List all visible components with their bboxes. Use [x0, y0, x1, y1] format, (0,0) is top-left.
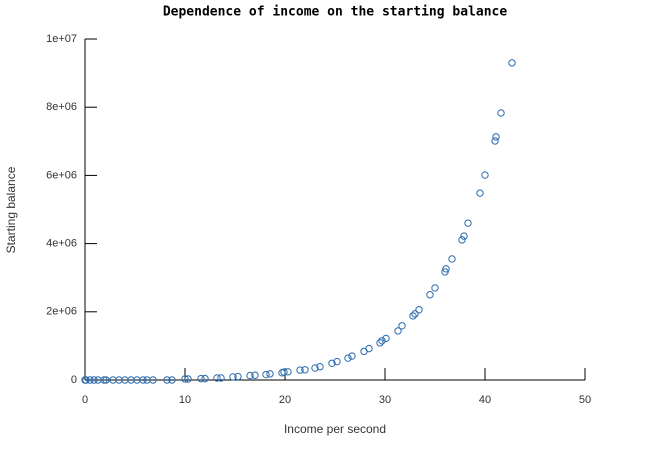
point	[296, 366, 304, 374]
point	[280, 368, 288, 376]
x-tick-label: 0	[82, 394, 88, 406]
point	[251, 371, 259, 379]
point	[441, 268, 449, 276]
point	[333, 357, 341, 366]
point	[217, 374, 225, 382]
point	[411, 310, 419, 318]
point	[184, 375, 192, 383]
point	[163, 376, 171, 384]
x-tick-label: 10	[179, 394, 191, 406]
point	[431, 284, 439, 292]
y-tick-label: 4e+06	[46, 238, 77, 250]
point	[460, 232, 468, 240]
point	[301, 366, 309, 374]
point	[246, 371, 254, 380]
point	[442, 265, 450, 273]
point	[378, 337, 386, 345]
point	[464, 219, 472, 227]
point	[266, 370, 274, 378]
point	[476, 189, 484, 197]
point	[102, 376, 110, 384]
point	[139, 376, 147, 384]
point	[197, 374, 205, 383]
point	[398, 322, 406, 330]
point	[409, 312, 417, 320]
point	[284, 368, 292, 376]
x-axis-label: Income per second	[284, 422, 386, 436]
point	[262, 370, 270, 379]
point	[415, 306, 423, 314]
y-tick-label: 0	[71, 374, 77, 386]
point	[458, 236, 466, 244]
y-tick-label: 1e+07	[46, 33, 77, 45]
point	[316, 363, 324, 371]
point	[100, 376, 108, 384]
y-tick-label: 6e+06	[46, 169, 77, 181]
point	[426, 291, 434, 299]
point	[328, 359, 336, 367]
x-tick-label: 30	[379, 394, 391, 406]
point	[90, 376, 98, 384]
point	[311, 364, 319, 372]
point	[448, 255, 456, 263]
point	[376, 339, 384, 347]
point	[149, 376, 157, 384]
y-tick-label: 8e+06	[46, 101, 77, 113]
chart-title: Dependence of income on the starting bal…	[163, 5, 508, 20]
x-tick-label: 20	[279, 394, 291, 406]
point	[508, 59, 516, 67]
point	[497, 109, 505, 117]
point	[181, 375, 189, 383]
y-tick-label: 2e+06	[46, 306, 77, 318]
point	[365, 344, 373, 353]
x-tick-label: 40	[479, 394, 491, 406]
point	[201, 374, 209, 383]
point	[82, 376, 90, 384]
point	[86, 376, 94, 384]
point	[492, 133, 500, 141]
point	[348, 352, 356, 360]
point	[229, 373, 237, 381]
point	[394, 327, 402, 335]
point	[481, 171, 489, 179]
point	[491, 137, 499, 145]
point	[234, 372, 242, 381]
point	[168, 376, 176, 384]
point	[382, 334, 390, 343]
x-tick-label: 50	[579, 394, 591, 406]
point	[344, 354, 352, 362]
y-axis-label: Starting balance	[4, 166, 18, 253]
point	[213, 374, 221, 382]
